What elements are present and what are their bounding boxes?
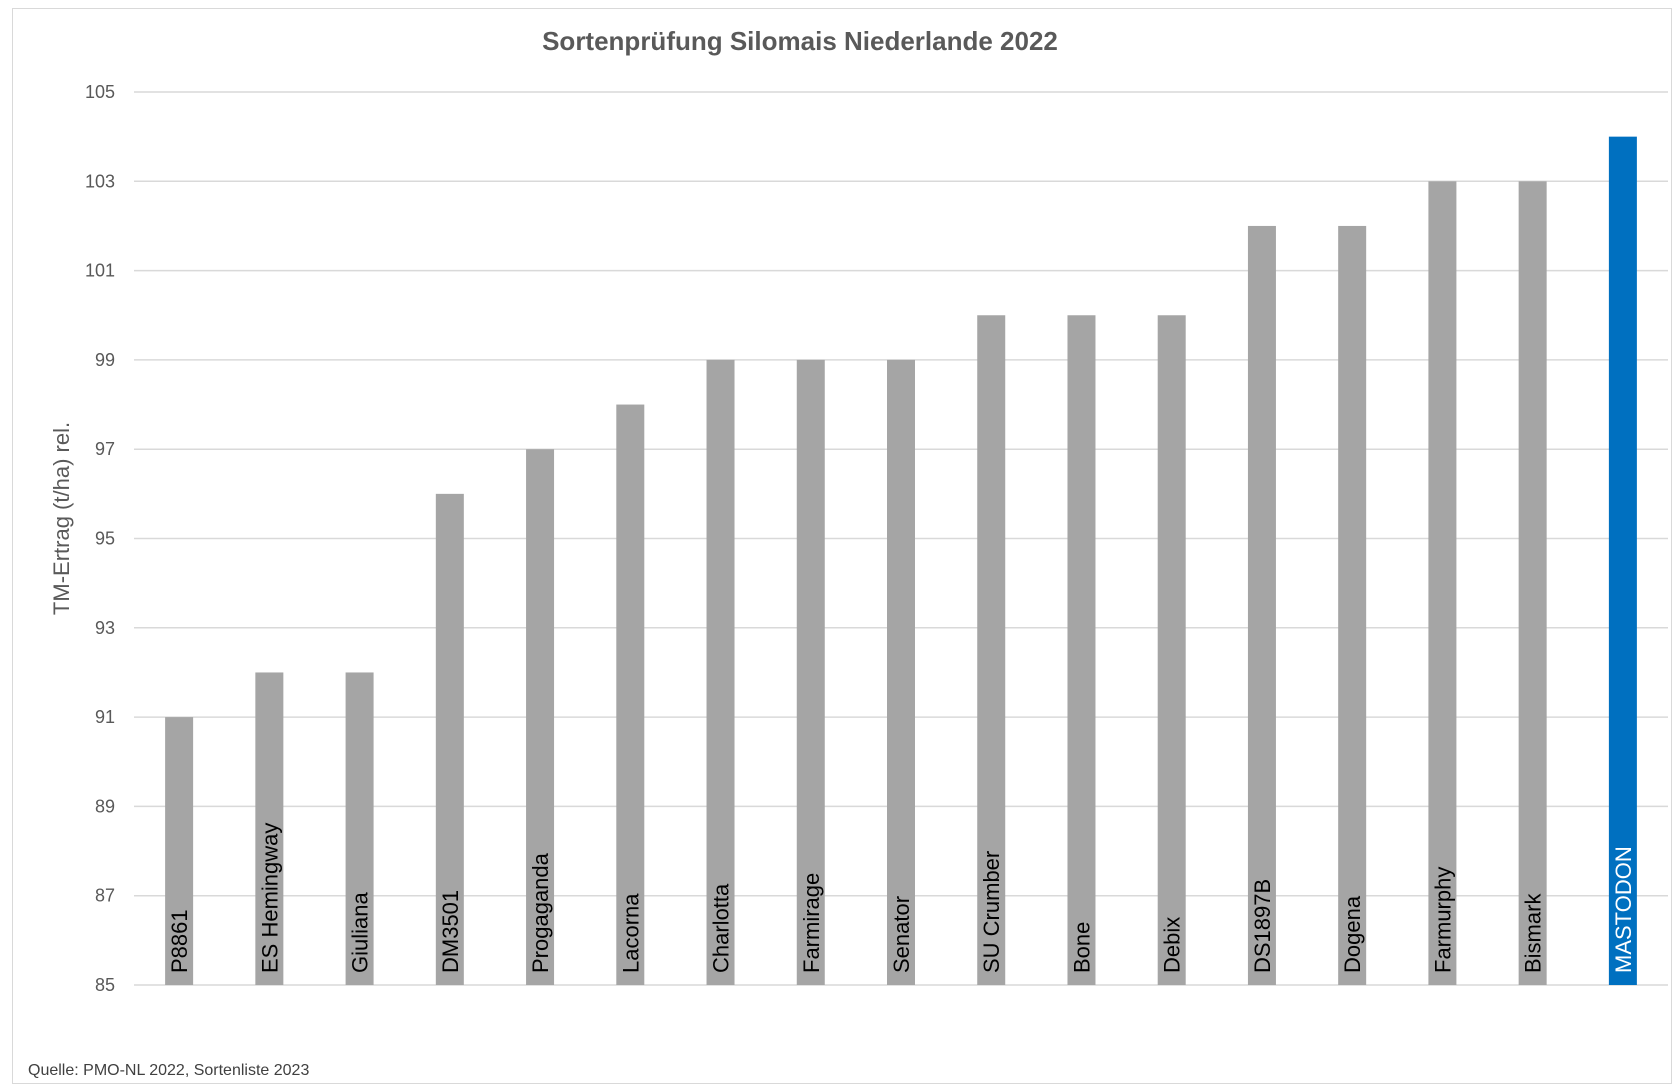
- category-label: DM3501: [438, 890, 463, 973]
- category-label: P8861: [167, 909, 192, 973]
- y-tick-label: 105: [85, 82, 115, 102]
- bar: [345, 672, 374, 985]
- bar: [1067, 315, 1096, 985]
- source-note: Quelle: PMO-NL 2022, Sortenliste 2023: [28, 1062, 310, 1079]
- bar: [616, 404, 645, 985]
- bar: [526, 449, 555, 985]
- category-label: MASTODON: [1611, 846, 1636, 973]
- y-tick-label: 85: [95, 975, 115, 995]
- bar: [435, 493, 464, 985]
- category-label: Farmurphy: [1430, 867, 1455, 973]
- bar: [887, 359, 915, 985]
- y-tick-label: 101: [85, 261, 115, 281]
- bar: [255, 672, 284, 985]
- bar: [706, 359, 735, 985]
- bar: [1247, 225, 1276, 985]
- bar: [1608, 136, 1637, 985]
- category-label: ES Hemingway: [257, 823, 282, 973]
- y-tick-label: 99: [95, 350, 115, 370]
- bar: [1518, 181, 1547, 986]
- y-axis-title: TM-Ertrag (t/ha) rel.: [49, 422, 74, 615]
- category-label: Farmirage: [799, 873, 824, 973]
- category-label: Bone: [1069, 922, 1094, 973]
- y-tick-label: 97: [95, 439, 115, 459]
- category-label: Senator: [889, 896, 914, 973]
- category-label: Lacorna: [618, 893, 643, 973]
- y-tick-label: 95: [95, 529, 115, 549]
- y-tick-label: 93: [95, 618, 115, 638]
- category-label: Dogena: [1340, 895, 1365, 973]
- category-label: Progaganda: [528, 852, 553, 973]
- bar: [1157, 315, 1186, 985]
- category-label: Bismark: [1521, 893, 1546, 973]
- y-tick-label: 87: [95, 886, 115, 906]
- category-label: SU Crumber: [979, 851, 1004, 973]
- category-label: DS1897B: [1250, 879, 1275, 973]
- category-label: Giuliana: [348, 892, 373, 973]
- chart-frame: [12, 8, 1672, 1084]
- y-tick-label: 103: [85, 171, 115, 191]
- bar: [796, 359, 825, 985]
- y-tick-label: 89: [95, 796, 115, 816]
- category-label: Charlotta: [709, 883, 734, 973]
- bar: [1338, 225, 1367, 985]
- y-tick-label: 91: [95, 707, 115, 727]
- chart-title: Sortenprüfung Silomais Niederlande 2022: [542, 26, 1058, 56]
- category-label: Debix: [1160, 917, 1185, 973]
- bar: [1428, 181, 1457, 986]
- bar: [165, 717, 194, 985]
- bar: [977, 315, 1006, 985]
